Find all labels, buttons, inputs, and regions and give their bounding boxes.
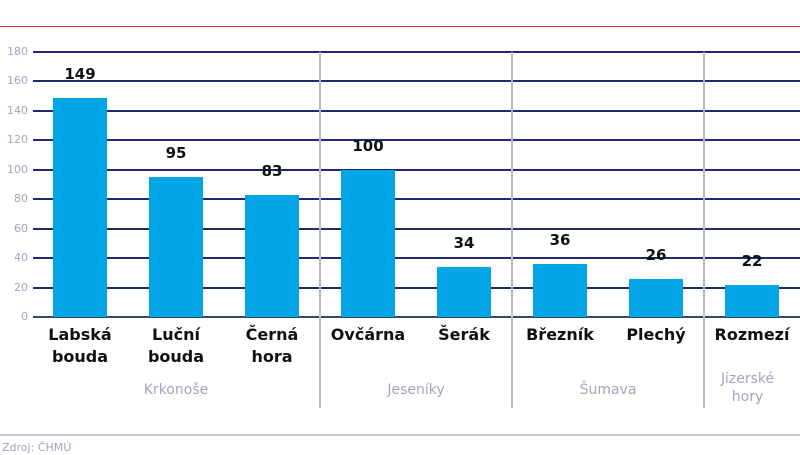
gridline	[33, 80, 800, 82]
category-line: bouda	[51, 347, 109, 366]
group-line: Jizerské	[720, 371, 775, 387]
value-label: 100	[352, 137, 384, 155]
group-separator	[511, 52, 513, 408]
top-rule	[0, 26, 800, 27]
y-tick-40: 40	[14, 251, 28, 264]
y-tick-160: 160	[7, 74, 28, 87]
gridline	[33, 110, 800, 112]
y-tick-100: 100	[7, 163, 28, 176]
category-label: Ovčárna	[318, 324, 418, 346]
bottom-rule	[0, 434, 800, 436]
value-label: 83	[261, 162, 283, 180]
category-label: Plechý	[606, 324, 706, 346]
category-line: hora	[251, 347, 293, 366]
category-line: Rozmezí	[714, 325, 790, 344]
gridline	[33, 169, 800, 171]
category-line: Březník	[526, 325, 594, 344]
category-label: Šerák	[414, 324, 514, 346]
gridline	[33, 198, 800, 200]
category-label: Labská bouda	[30, 324, 130, 368]
y-tick-60: 60	[14, 222, 28, 235]
category-line: Šerák	[438, 325, 490, 344]
bar-breznik	[533, 264, 587, 317]
value-label: 26	[645, 246, 667, 264]
bar-ovcarna	[341, 170, 395, 317]
bar-lucni-bouda	[149, 177, 203, 317]
category-line: Luční	[152, 325, 200, 344]
category-label: Rozmezí	[702, 324, 800, 346]
source-note: Zdroj: ČHMÚ	[2, 441, 72, 454]
y-tick-20: 20	[14, 281, 28, 294]
category-line: Plechý	[626, 325, 686, 344]
value-label: 22	[741, 252, 763, 270]
category-line: Černá	[245, 325, 299, 344]
bar-labska-bouda	[53, 98, 107, 317]
y-tick-180: 180	[7, 45, 28, 58]
value-label: 95	[165, 144, 187, 162]
category-label: Černá hora	[222, 324, 322, 368]
group-separator	[703, 52, 705, 408]
group-line: hory	[731, 389, 764, 405]
category-label: Luční bouda	[126, 324, 226, 368]
gridline	[33, 228, 800, 230]
y-tick-140: 140	[7, 104, 28, 117]
group-separator	[319, 52, 321, 408]
group-label-sumava: Šumava	[579, 382, 637, 398]
value-label: 149	[64, 65, 96, 83]
value-label: 34	[453, 234, 475, 252]
y-tick-80: 80	[14, 192, 28, 205]
bar-plechy	[629, 279, 683, 317]
category-line: Labská	[48, 325, 112, 344]
group-label-krkonose: Krkonoše	[143, 382, 209, 398]
category-line: Ovčárna	[330, 325, 406, 344]
gridline	[33, 316, 800, 318]
category-label: Březník	[510, 324, 610, 346]
gridline	[33, 139, 800, 141]
category-line: bouda	[147, 347, 205, 366]
gridline	[33, 51, 800, 53]
y-tick-0: 0	[21, 310, 28, 323]
value-label: 36	[549, 231, 571, 249]
bar-rozmezi	[725, 285, 779, 317]
bar-cerna-hora	[245, 195, 299, 317]
gridline	[33, 287, 800, 289]
gridline	[33, 257, 800, 259]
group-label-jeseniky: Jeseníky	[387, 382, 445, 398]
group-label-jizerske-hory: Jizerské hory	[705, 370, 790, 406]
bar-serak	[437, 267, 491, 317]
y-tick-120: 120	[7, 133, 28, 146]
